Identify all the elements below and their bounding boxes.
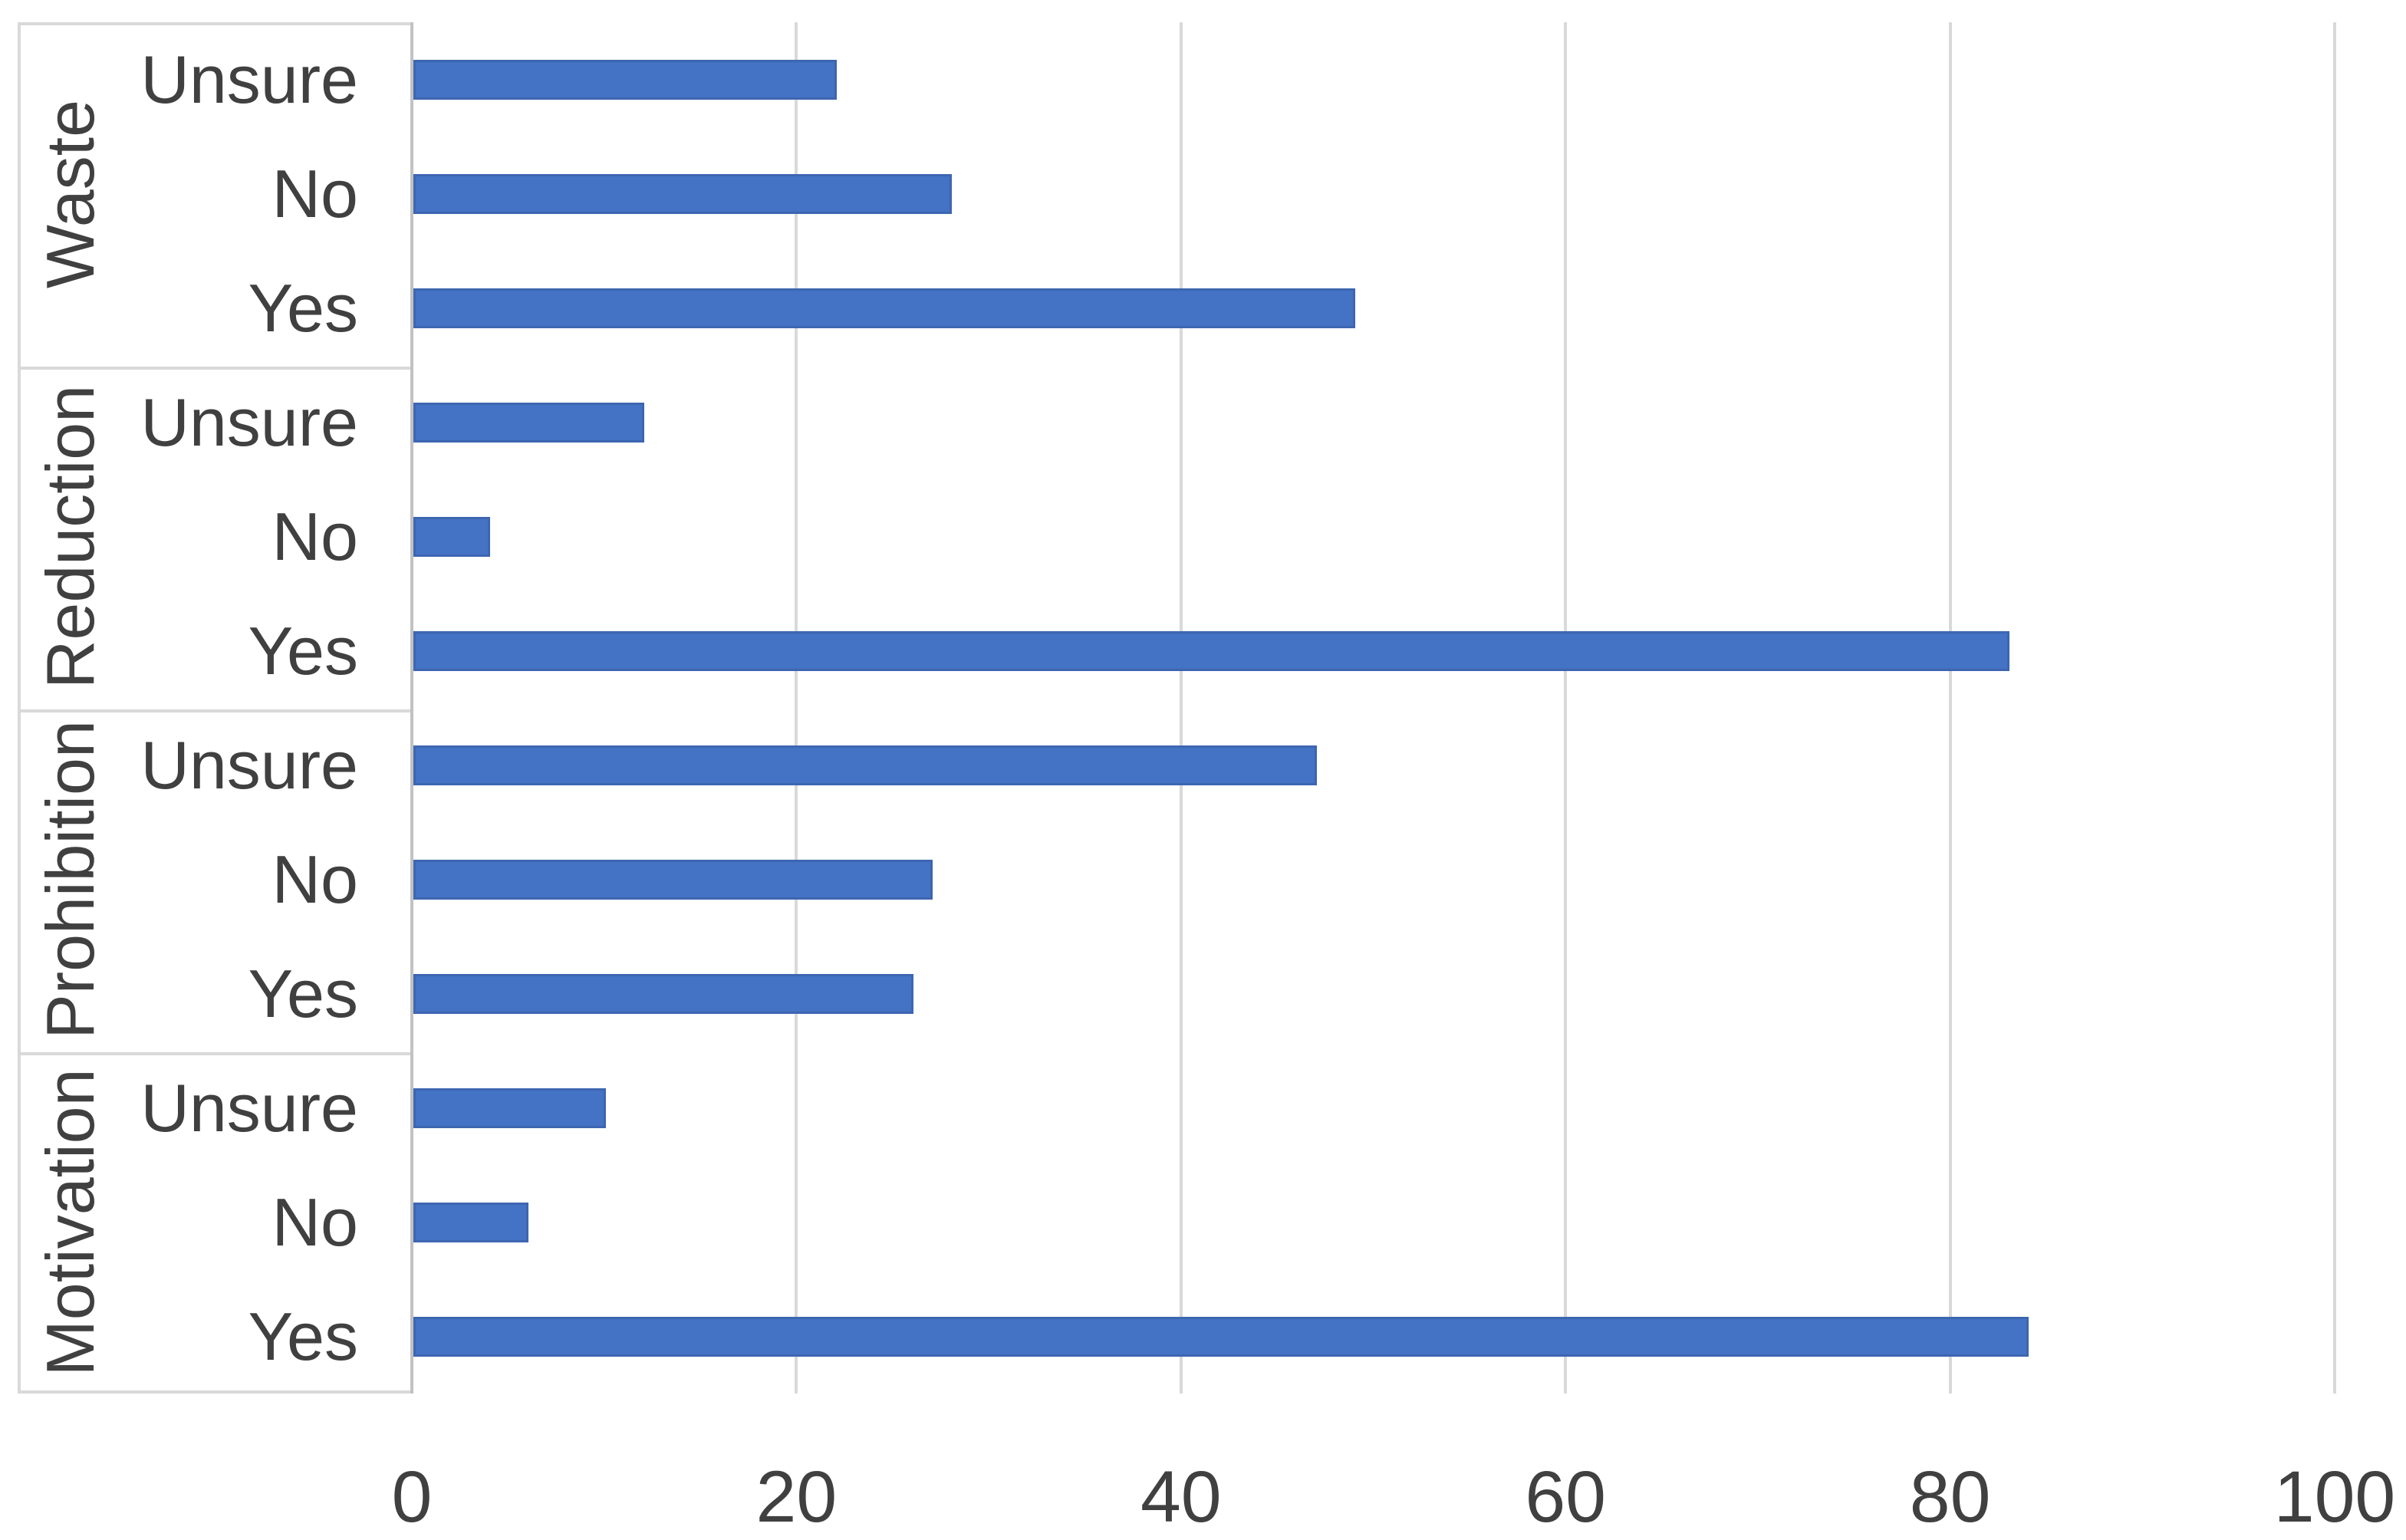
bar-prohibition-unsure bbox=[413, 745, 1318, 785]
category-label-reduction-unsure: Unsure bbox=[140, 383, 358, 460]
bar-waste-yes bbox=[413, 288, 1356, 328]
bar-motivation-yes bbox=[413, 1316, 2029, 1357]
gridline-60 bbox=[1564, 22, 1568, 1394]
category-label-prohibition-no: No bbox=[272, 841, 359, 917]
category-label-waste-unsure: Unsure bbox=[140, 41, 358, 117]
group-separator bbox=[21, 1052, 412, 1055]
bar-reduction-no bbox=[413, 516, 491, 557]
gridline-20 bbox=[795, 22, 798, 1394]
bar-prohibition-yes bbox=[413, 973, 913, 1014]
bar-motivation-no bbox=[413, 1202, 529, 1242]
x-axis-label-40: 40 bbox=[1140, 1456, 1222, 1538]
bar-waste-unsure bbox=[413, 59, 837, 100]
bar-reduction-yes bbox=[413, 630, 2009, 671]
category-label-prohibition-unsure: Unsure bbox=[140, 726, 358, 803]
category-label-waste-yes: Yes bbox=[248, 269, 358, 346]
group-separator bbox=[21, 709, 412, 712]
y-axis-line bbox=[410, 22, 413, 1394]
category-label-reduction-yes: Yes bbox=[248, 612, 358, 689]
category-label-prohibition-yes: Yes bbox=[248, 955, 358, 1032]
group-separator bbox=[21, 367, 412, 370]
bar-reduction-unsure bbox=[413, 402, 644, 443]
category-label-reduction-no: No bbox=[272, 498, 359, 574]
category-label-motivation-no: No bbox=[272, 1183, 359, 1260]
gridline-100 bbox=[2333, 22, 2336, 1394]
x-axis-label-60: 60 bbox=[1525, 1456, 1607, 1538]
category-label-motivation-unsure: Unsure bbox=[140, 1069, 358, 1146]
bar-prohibition-no bbox=[413, 859, 933, 900]
x-axis-label-20: 20 bbox=[755, 1456, 838, 1538]
x-axis-label-0: 0 bbox=[391, 1456, 433, 1538]
category-label-motivation-yes: Yes bbox=[248, 1298, 358, 1374]
x-axis-label-80: 80 bbox=[1909, 1456, 1991, 1538]
category-panel bbox=[18, 22, 412, 1394]
x-axis-label-100: 100 bbox=[2273, 1456, 2396, 1538]
bar-motivation-unsure bbox=[413, 1088, 606, 1128]
gridline-80 bbox=[1948, 22, 1952, 1394]
bar-waste-no bbox=[413, 173, 952, 214]
category-label-waste-no: No bbox=[272, 155, 359, 232]
gridline-40 bbox=[1179, 22, 1183, 1394]
